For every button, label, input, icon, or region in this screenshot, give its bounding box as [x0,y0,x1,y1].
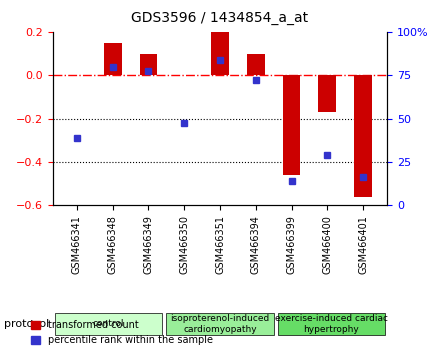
FancyBboxPatch shape [55,313,162,335]
Bar [247,53,265,75]
FancyBboxPatch shape [278,313,385,335]
Bar [139,53,158,75]
Text: control: control [93,319,124,329]
Bar [282,75,301,175]
Legend: transformed count, percentile rank within the sample: transformed count, percentile rank withi… [27,316,217,349]
Bar [319,75,336,112]
Bar [354,75,372,197]
FancyBboxPatch shape [166,313,274,335]
Text: exercise-induced cardiac
hypertrophy: exercise-induced cardiac hypertrophy [275,314,388,333]
Text: protocol: protocol [4,319,50,329]
Text: GDS3596 / 1434854_a_at: GDS3596 / 1434854_a_at [132,11,308,25]
Text: isoproterenol-induced
cardiomyopathy: isoproterenol-induced cardiomyopathy [170,314,270,333]
Bar [211,32,229,75]
Text: ▶: ▶ [31,319,39,329]
Bar [104,43,121,75]
